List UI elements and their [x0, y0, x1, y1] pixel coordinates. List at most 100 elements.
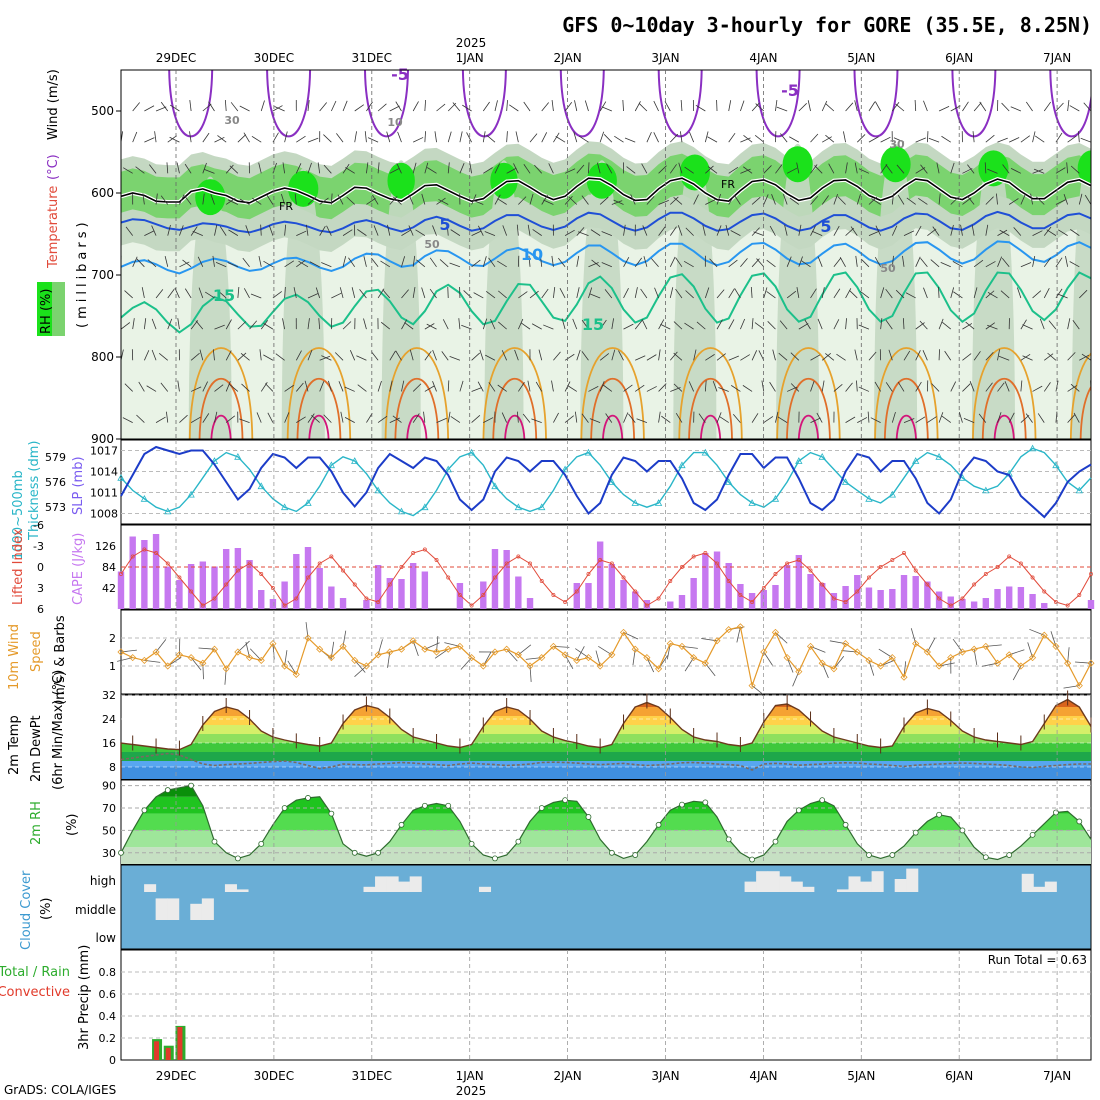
wind-barb: [704, 380, 707, 392]
li-marker: [609, 561, 614, 566]
wind-barb: [915, 322, 925, 330]
wind-barb: [574, 411, 578, 423]
wind-barb: [880, 287, 885, 299]
wind-barb: [798, 256, 803, 267]
li-marker: [434, 558, 439, 562]
wind-barb: [412, 162, 417, 174]
wind10m-barb: [598, 645, 613, 656]
pressure-tick-label: 600: [91, 186, 114, 200]
wind-barb: [471, 352, 481, 361]
wind-barb: [817, 318, 823, 330]
wind-barb: [716, 289, 725, 299]
thickness-marker: [841, 478, 850, 485]
thickness-marker: [701, 448, 710, 456]
rh-tick-label: 30: [102, 847, 116, 860]
li-marker: [422, 547, 427, 552]
cape-bar: [924, 581, 931, 609]
wind10m-marker: [1040, 631, 1048, 639]
wind-barb: [599, 101, 607, 112]
cape-bar: [211, 566, 218, 609]
wind10m-marker: [386, 648, 394, 656]
wind-barb: [296, 230, 307, 237]
wind-barb: [498, 321, 507, 330]
wind-barb: [915, 350, 921, 361]
cape-bar: [1029, 594, 1036, 609]
wind-barb: [295, 382, 304, 392]
li-marker: [294, 596, 299, 601]
wind-barb: [915, 256, 921, 267]
cape-bar: [246, 560, 253, 609]
precip-tick-label: 0.6: [99, 988, 117, 1001]
cloud-clear-gap: [744, 881, 757, 892]
wind-barb: [613, 199, 624, 205]
wind-barb: [317, 162, 321, 174]
wind-barb: [551, 380, 554, 392]
wind-barb: [763, 165, 772, 174]
wind-barb: [123, 167, 133, 174]
rh2m-marker: [585, 814, 592, 820]
wind-barb: [230, 102, 239, 112]
wind-barb: [307, 293, 319, 299]
cape-bar: [889, 589, 896, 609]
cape-tick-label: 42: [102, 582, 116, 595]
rh-shading: [121, 141, 1091, 439]
run-total-label: Run Total = 0.63: [988, 953, 1087, 967]
wind-barb: [673, 321, 683, 330]
wind-barb: [634, 320, 643, 330]
wind-barb: [751, 196, 761, 205]
wind-barb: [555, 136, 566, 143]
wind-barb: [584, 100, 589, 112]
wind-barb: [328, 380, 332, 392]
wind10m-speed-label: Speed: [29, 631, 44, 672]
wind-barb: [658, 411, 661, 423]
wind-barb: [810, 380, 815, 392]
wind-barb: [618, 350, 624, 361]
wind-barb: [763, 287, 768, 299]
wind-barb: [401, 319, 408, 330]
wind-barb: [950, 287, 955, 299]
wind-barb: [225, 319, 232, 330]
cape-bar: [398, 579, 405, 609]
temp2m-series: [120, 690, 1092, 779]
wind10m-marker: [327, 654, 335, 662]
wind-barb: [885, 319, 893, 330]
wind-barb: [875, 225, 881, 236]
li-marker: [680, 565, 684, 569]
rh2m-marker: [421, 802, 428, 809]
date-label-top: 2JAN: [554, 51, 582, 65]
rh2m-marker: [912, 829, 919, 836]
rh2m-marker: [398, 821, 405, 828]
wind-barb: [654, 287, 659, 299]
cape-bar: [152, 534, 160, 609]
wind10m-marker: [736, 623, 744, 631]
wind-barb: [941, 415, 951, 423]
cape-bar: [1005, 586, 1013, 609]
wind-barb: [295, 163, 302, 174]
cape-bar: [760, 590, 767, 609]
wind-barb: [515, 131, 519, 143]
isotherm-minus5c: [559, 70, 605, 138]
wind-barb: [340, 411, 344, 423]
wind-barb: [323, 164, 332, 174]
wind-barb: [309, 261, 320, 268]
wind10m-barb: [575, 648, 589, 658]
wind-barb: [450, 229, 461, 236]
wind-barb: [871, 198, 881, 205]
wind-barb: [1079, 289, 1088, 299]
wind-barb: [559, 288, 566, 299]
cape-tick-label: 126: [95, 540, 116, 553]
precip-tick-label: 0.8: [99, 966, 117, 979]
pressure-axis: 500 600 700 800 900: [91, 104, 121, 446]
wind-barb: [771, 194, 776, 205]
date-label-bottom: 2JAN: [554, 1069, 582, 1083]
wind-barb: [769, 225, 776, 236]
wind-barb: [497, 290, 507, 299]
cape-bar: [141, 540, 148, 609]
wind-barb: [888, 349, 893, 361]
wind-barb: [845, 382, 853, 392]
wind-barb: [158, 353, 168, 361]
wind-barb: [389, 417, 400, 423]
thickness-marker: [935, 452, 943, 460]
li-marker: [726, 579, 731, 583]
wind10m-marker: [374, 651, 382, 659]
